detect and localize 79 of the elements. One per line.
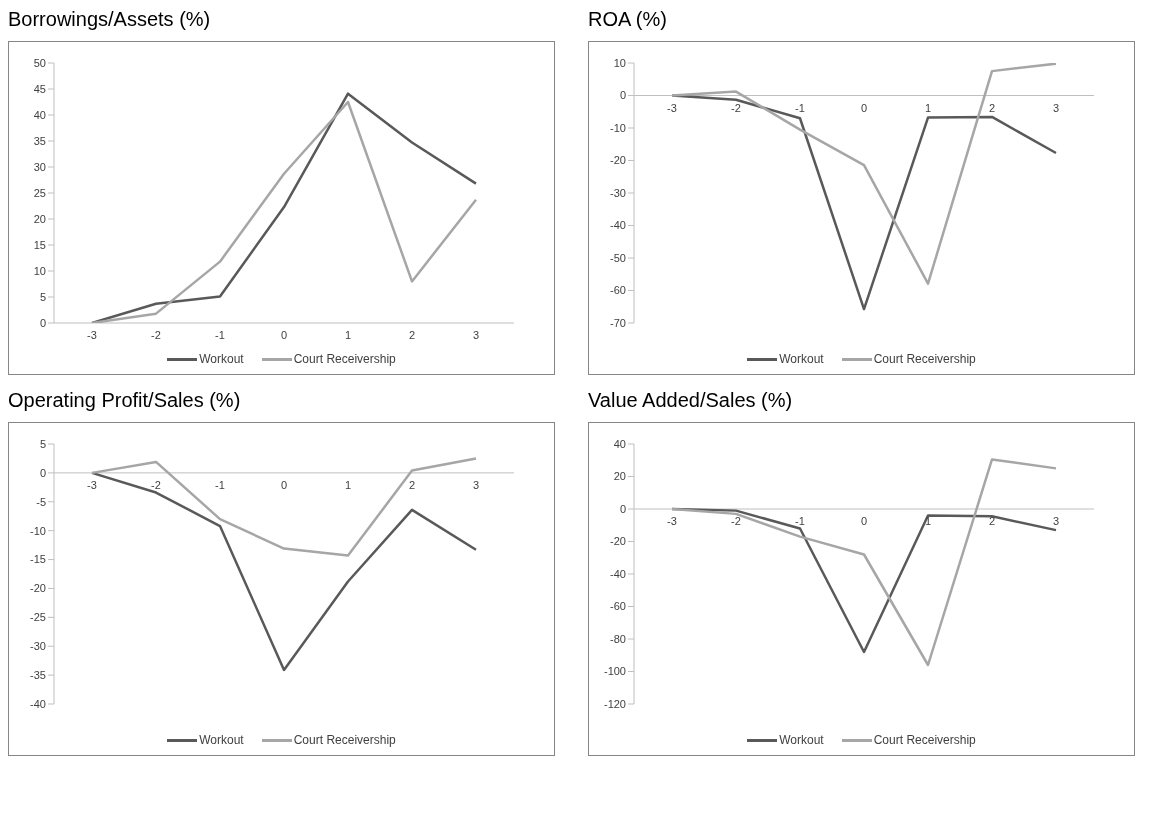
- y-tick-label: 0: [39, 466, 46, 479]
- y-tick-label: -40: [30, 697, 46, 710]
- y-tick-label: -30: [610, 186, 626, 199]
- y-tick-label: -15: [30, 553, 46, 566]
- x-tick-label: 3: [472, 478, 480, 491]
- x-tick-label: 0: [860, 101, 868, 114]
- chart-title: ROA (%): [588, 8, 668, 31]
- x-tick-label: 1: [924, 515, 932, 527]
- y-tick-label: -20: [610, 535, 626, 548]
- x-tick-label: -3: [87, 329, 97, 341]
- y-tick-label: -40: [610, 567, 626, 580]
- legend-label: Workout: [778, 352, 824, 366]
- y-tick-label: -10: [30, 524, 46, 537]
- x-tick-label: -1: [215, 329, 225, 341]
- x-tick-label: -3: [667, 515, 677, 527]
- legend-label: Workout: [198, 733, 244, 747]
- x-tick-label: -2: [151, 478, 161, 491]
- y-tick-label: 40: [613, 437, 626, 450]
- y-tick-label: -40: [610, 219, 626, 232]
- x-tick-label: 1: [344, 478, 352, 491]
- x-tick-label: 2: [988, 101, 996, 114]
- y-tick-label: 0: [619, 502, 626, 515]
- y-tick-label: -60: [610, 284, 626, 297]
- x-tick-label: -1: [795, 101, 805, 114]
- x-tick-label: -2: [731, 515, 741, 527]
- y-tick-label: 40: [33, 108, 46, 121]
- y-tick-label: 25: [33, 186, 46, 199]
- x-tick-label: 3: [1052, 515, 1060, 527]
- legend-label: Workout: [198, 352, 244, 366]
- y-tick-label: 5: [39, 437, 46, 450]
- y-tick-label: 45: [33, 82, 46, 95]
- x-tick-label: 1: [344, 329, 352, 341]
- legend-label: Court Receivership: [292, 352, 396, 366]
- y-tick-label: 50: [33, 56, 46, 69]
- y-tick-label: 10: [613, 56, 626, 69]
- y-tick-label: -80: [610, 632, 626, 645]
- y-tick-label: -20: [30, 582, 46, 595]
- y-tick-label: -50: [610, 251, 626, 264]
- y-tick-label: 35: [33, 134, 46, 147]
- y-tick-label: -5: [36, 495, 46, 508]
- legend-label: Court Receivership: [872, 352, 976, 366]
- y-tick-label: 0: [619, 89, 626, 102]
- legend-label: Workout: [778, 733, 824, 747]
- chart-title: Borrowings/Assets (%): [8, 8, 212, 31]
- legend-label: Court Receivership: [872, 733, 976, 747]
- legend-label: Court Receivership: [292, 733, 396, 747]
- x-tick-label: 0: [280, 329, 288, 341]
- x-tick-label: 1: [924, 101, 932, 114]
- x-tick-label: -2: [151, 329, 161, 341]
- x-tick-label: -1: [795, 515, 805, 527]
- chart-title: Value Added/Sales (%): [588, 389, 794, 412]
- x-tick-label: 3: [472, 329, 480, 341]
- y-tick-label: -70: [610, 316, 626, 329]
- y-tick-label: -60: [610, 600, 626, 613]
- y-tick-label: -10: [610, 121, 626, 134]
- y-tick-label: 20: [613, 470, 626, 483]
- y-tick-label: -100: [603, 665, 626, 678]
- x-tick-label: -3: [87, 478, 97, 491]
- x-tick-label: -1: [215, 478, 225, 491]
- y-tick-label: 15: [33, 238, 46, 251]
- y-tick-label: -25: [30, 611, 46, 624]
- y-tick-label: -20: [610, 154, 626, 167]
- y-tick-label: 5: [39, 290, 46, 303]
- y-tick-label: 0: [39, 316, 46, 329]
- x-tick-label: -3: [667, 101, 677, 114]
- y-tick-label: 10: [33, 264, 46, 277]
- y-tick-label: 20: [33, 212, 46, 225]
- x-tick-label: -2: [731, 101, 741, 114]
- x-tick-label: 2: [408, 329, 416, 341]
- y-tick-label: -120: [603, 697, 626, 710]
- x-tick-label: 0: [280, 478, 288, 491]
- chart-title: Operating Profit/Sales (%): [8, 389, 242, 412]
- y-tick-label: 30: [33, 160, 46, 173]
- y-tick-label: -30: [30, 640, 46, 653]
- x-tick-label: 2: [408, 478, 416, 491]
- x-tick-label: 0: [860, 515, 868, 527]
- x-tick-label: 2: [988, 515, 996, 527]
- x-tick-label: 3: [1052, 101, 1060, 114]
- y-tick-label: -35: [30, 669, 46, 682]
